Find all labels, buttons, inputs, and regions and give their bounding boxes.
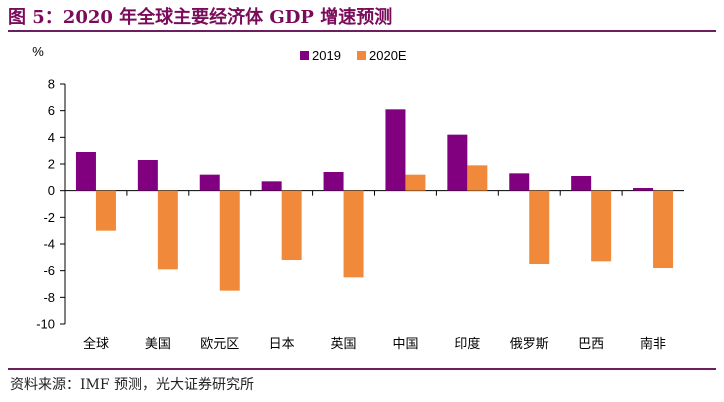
bar-2020E-0 <box>95 190 116 231</box>
bar-2019-3 <box>261 181 282 191</box>
y-tick-label: 6 <box>48 103 55 118</box>
bar-2019-1 <box>137 160 158 191</box>
y-tick-label: 4 <box>48 130 55 145</box>
y-tick-label: -2 <box>43 210 55 225</box>
y-tick-label: -4 <box>43 237 55 252</box>
chart-legend: 2019 2020E <box>300 48 407 63</box>
x-category-label: 欧元区 <box>200 337 239 352</box>
bar-2019-5 <box>385 109 406 191</box>
bar-2020E-8 <box>591 190 612 262</box>
legend-swatch-2019 <box>300 51 309 60</box>
y-tick-label: 0 <box>48 183 55 198</box>
bar-2019-7 <box>509 173 530 191</box>
chart-axes <box>60 83 684 325</box>
x-category-label: 印度 <box>454 336 480 352</box>
top-rule <box>8 30 716 32</box>
legend-label-2019: 2019 <box>312 48 341 63</box>
x-category-label: 中国 <box>392 337 418 352</box>
y-tick-label: 2 <box>48 157 55 172</box>
bar-2020E-6 <box>467 165 488 191</box>
y-tick-label: 8 <box>48 77 55 92</box>
bar-2020E-3 <box>281 190 302 260</box>
source-note: 资料来源：IMF 预测，光大证券研究所 <box>10 377 255 393</box>
bar-2020E-5 <box>405 174 426 191</box>
x-category-label: 俄罗斯 <box>510 337 549 352</box>
bar-2019-8 <box>571 176 592 191</box>
bar-2019-9 <box>633 188 654 191</box>
chart-bars <box>75 109 674 291</box>
x-category-label: 日本 <box>269 337 295 352</box>
chart-labels: 8 6 4 2 0 -2 -4 -6 -8 -10% 全球 美国 欧元区 日本 英国 中国 印度 俄罗斯 巴西 南非 <box>32 44 666 352</box>
bar-2020E-4 <box>343 190 364 278</box>
x-category-label: 美国 <box>145 337 171 352</box>
x-category-label: 巴西 <box>578 337 604 352</box>
legend-label-2020E: 2020E <box>369 48 407 63</box>
legend-swatch-2020E <box>357 51 366 60</box>
figure-title: 图 5：2020 年全球主要经济体 GDP 增速预测 <box>8 7 393 28</box>
y-tick-label: -8 <box>43 290 55 305</box>
x-category-label: 英国 <box>331 337 357 352</box>
bottom-rule <box>8 368 716 370</box>
x-category-label: 南非 <box>640 336 666 352</box>
y-tick-label: -6 <box>43 263 55 278</box>
bar-2019-6 <box>447 134 468 191</box>
bar-2020E-9 <box>653 190 674 268</box>
bar-2019-4 <box>323 172 344 191</box>
y-axis-unit-label: % <box>32 44 44 59</box>
bar-2019-0 <box>75 152 96 191</box>
y-tick-label: -10 <box>36 317 55 332</box>
bar-2020E-2 <box>219 190 240 291</box>
bar-2020E-1 <box>157 190 178 270</box>
x-category-label: 全球 <box>83 336 109 352</box>
bar-2020E-7 <box>529 190 550 264</box>
bar-2019-2 <box>199 174 220 191</box>
